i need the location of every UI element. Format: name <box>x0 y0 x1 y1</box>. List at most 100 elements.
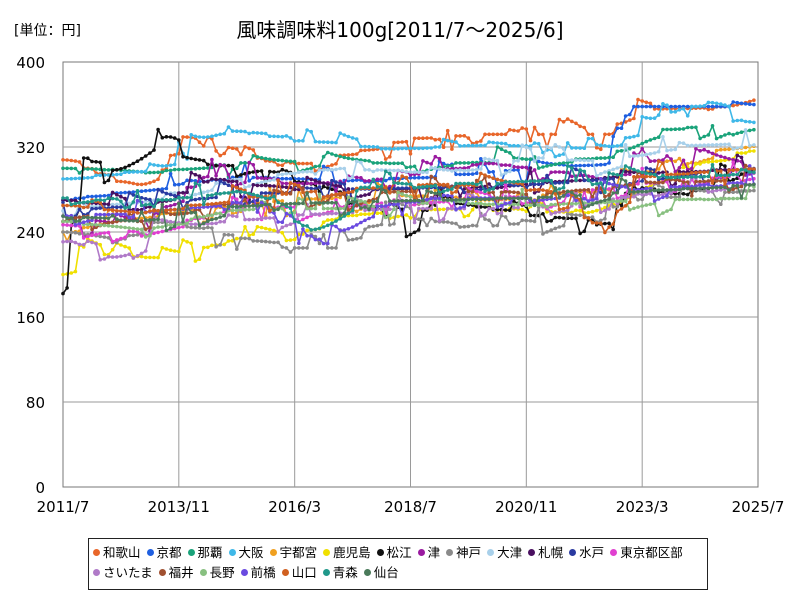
data-point <box>346 134 351 139</box>
data-point <box>603 144 607 148</box>
data-point <box>164 247 169 251</box>
legend-label: 青森 <box>332 565 358 580</box>
data-point <box>222 151 227 156</box>
data-point <box>230 179 235 184</box>
data-point <box>172 162 177 167</box>
data-point <box>301 161 305 166</box>
data-point <box>512 159 516 163</box>
data-point <box>479 161 483 166</box>
data-point <box>334 198 338 202</box>
data-point <box>326 201 330 205</box>
data-point <box>276 207 280 212</box>
data-point <box>710 104 715 109</box>
data-point <box>499 132 504 137</box>
data-point <box>503 171 508 175</box>
data-point <box>553 210 558 215</box>
data-point <box>454 185 458 190</box>
data-point <box>326 140 330 144</box>
data-point <box>193 210 198 215</box>
data-point <box>284 192 289 196</box>
data-point <box>706 104 711 109</box>
data-point <box>392 186 396 191</box>
data-point <box>549 212 553 216</box>
data-point <box>495 196 500 200</box>
data-point <box>698 183 702 187</box>
legend-label: 東京都区部 <box>620 545 683 560</box>
data-point <box>487 197 491 201</box>
data-point <box>570 146 574 150</box>
data-point <box>392 199 396 203</box>
data-point <box>719 173 723 178</box>
data-point <box>185 190 189 195</box>
data-point <box>330 152 334 156</box>
data-point <box>648 188 653 193</box>
data-point <box>644 104 649 109</box>
legend-item: 津 <box>417 543 440 562</box>
data-point <box>131 181 136 186</box>
data-point <box>189 195 193 200</box>
data-point <box>719 158 723 163</box>
data-point <box>371 208 376 212</box>
data-point <box>466 197 471 202</box>
data-point <box>723 164 727 168</box>
data-point <box>201 158 206 163</box>
data-point <box>259 156 264 160</box>
data-point <box>247 207 251 212</box>
data-point <box>106 208 111 212</box>
data-point <box>110 208 115 212</box>
data-point <box>338 181 343 185</box>
data-point <box>330 140 334 145</box>
data-point <box>450 147 454 151</box>
data-point <box>404 165 409 170</box>
data-point <box>437 156 442 161</box>
data-point <box>743 128 748 132</box>
data-point <box>661 158 665 162</box>
data-point <box>404 146 409 151</box>
data-point <box>61 166 65 171</box>
data-point <box>702 134 706 139</box>
data-point <box>731 177 735 182</box>
data-point <box>131 229 136 234</box>
data-point <box>371 224 376 229</box>
data-point <box>408 173 413 177</box>
data-point <box>739 181 744 185</box>
data-point <box>470 181 475 186</box>
data-point <box>656 104 661 109</box>
data-point <box>156 170 160 175</box>
data-point <box>495 158 500 163</box>
data-point <box>251 170 256 174</box>
data-point <box>408 232 413 237</box>
data-point <box>235 166 239 171</box>
data-point <box>516 190 520 195</box>
data-point <box>752 167 756 171</box>
data-point <box>561 161 566 165</box>
data-point <box>263 191 268 195</box>
data-point <box>541 156 545 160</box>
data-point <box>731 196 735 201</box>
data-point <box>524 218 529 223</box>
data-point <box>94 216 98 220</box>
data-point <box>206 162 210 167</box>
data-point <box>259 180 264 185</box>
data-point <box>499 185 504 189</box>
data-point <box>752 102 756 107</box>
data-point <box>123 206 127 210</box>
data-point <box>698 179 702 184</box>
data-point <box>181 238 185 242</box>
data-point <box>677 140 682 145</box>
data-point <box>321 154 326 159</box>
data-point <box>636 143 640 148</box>
data-point <box>607 221 611 226</box>
data-point <box>541 203 545 207</box>
data-point <box>474 224 479 228</box>
data-point <box>619 184 624 189</box>
data-point <box>280 163 285 168</box>
data-point <box>177 222 181 227</box>
data-point <box>652 199 657 203</box>
data-point <box>479 197 483 201</box>
data-point <box>301 223 305 228</box>
data-point <box>94 167 98 171</box>
data-point <box>628 170 632 174</box>
data-point <box>243 204 247 208</box>
data-point <box>441 145 446 149</box>
